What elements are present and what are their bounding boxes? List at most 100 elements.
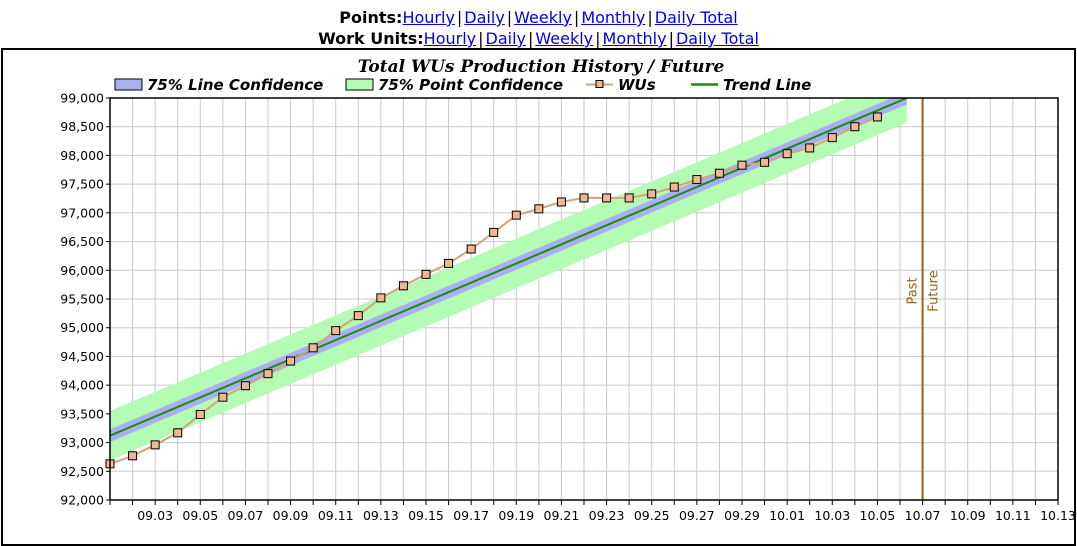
past-label: Past — [906, 277, 921, 304]
wus-point — [308, 343, 318, 353]
separator: | — [668, 29, 674, 48]
future-label: Future — [927, 270, 942, 311]
legend-label: Trend Line — [723, 76, 811, 94]
x-tick-label: 09.13 — [363, 508, 399, 523]
separator: | — [528, 29, 534, 48]
wus-point — [624, 193, 634, 203]
wu-hourly-link[interactable]: Hourly — [423, 29, 477, 48]
y-tick-label: 93,000 — [60, 435, 104, 450]
wus-point — [805, 143, 815, 153]
wus-point — [737, 160, 747, 170]
wu-monthly-link[interactable]: Monthly — [602, 29, 667, 48]
points-label: Points: — [339, 8, 403, 27]
x-tick-label: 09.29 — [724, 508, 760, 523]
x-tick-label: 09.11 — [318, 508, 354, 523]
x-tick-label: 09.07 — [228, 508, 264, 523]
wus-point — [353, 311, 363, 321]
x-tick-label: 09.19 — [498, 508, 534, 523]
points-daily-link[interactable]: Daily — [464, 8, 505, 27]
y-tick-label: 97,500 — [60, 177, 104, 192]
points-daily-total-link[interactable]: Daily Total — [654, 8, 738, 27]
legend-swatch — [345, 78, 374, 91]
wus-point — [173, 428, 183, 438]
wus-point — [534, 204, 544, 214]
x-tick-label: 10.01 — [769, 508, 805, 523]
legend-label: WUs — [618, 76, 656, 94]
points-monthly-link[interactable]: Monthly — [581, 8, 646, 27]
x-tick-label: 10.03 — [814, 508, 850, 523]
line-confidence-band — [110, 98, 907, 442]
x-tick-label: 09.15 — [408, 508, 444, 523]
separator: | — [573, 8, 580, 27]
y-tick-label: 99,000 — [60, 91, 104, 106]
wus-point — [556, 197, 566, 207]
separator: | — [456, 8, 463, 27]
legend-swatch — [114, 78, 143, 91]
wus-point — [376, 293, 386, 303]
y-tick-label: 92,000 — [60, 493, 104, 508]
x-tick-label: 09.09 — [273, 508, 309, 523]
wus-point — [850, 122, 860, 132]
wus-point — [714, 168, 724, 178]
wus-point — [511, 210, 521, 220]
legend-label: 75% Point Confidence — [378, 76, 563, 94]
x-tick-label: 09.05 — [182, 508, 218, 523]
production-chart: Total WUs Production History / Future 75… — [60, 57, 1074, 524]
trend-line — [110, 98, 908, 437]
wu-weekly-link[interactable]: Weekly — [535, 29, 594, 48]
x-tick-label: 10.09 — [950, 508, 986, 523]
wus-point — [421, 269, 431, 279]
wus-point — [218, 392, 228, 402]
wus-point — [331, 326, 341, 336]
points-nav: Points:Hourly | Daily | Weekly | Monthly | Daily… — [0, 7, 1077, 28]
wus-point — [466, 244, 476, 254]
wus-point — [150, 440, 160, 450]
y-tick-label: 95,500 — [60, 292, 104, 307]
wus-point — [692, 175, 702, 185]
separator: | — [595, 29, 601, 48]
separator: | — [647, 8, 653, 27]
wus-point — [827, 133, 837, 143]
x-tick-label: 09.27 — [679, 508, 715, 523]
y-tick-label: 94,500 — [60, 349, 104, 364]
wus-point — [286, 356, 296, 366]
y-tick-label: 98,500 — [60, 119, 104, 134]
x-tick-label: 09.17 — [453, 508, 489, 523]
wus-point — [195, 409, 205, 419]
legend: 75% Line Confidence 75% Point Confidence W… — [114, 76, 811, 94]
work-units-label: Work Units: — [318, 29, 424, 48]
wus-point — [128, 451, 138, 461]
wus-point — [647, 189, 657, 199]
x-tick-label: 10.07 — [905, 508, 941, 523]
y-tick-label: 95,000 — [60, 320, 104, 335]
y-tick-label: 92,500 — [60, 464, 104, 479]
legend-swatch-marker — [595, 80, 604, 88]
y-tick-label: 98,000 — [60, 148, 104, 163]
wus-point — [669, 182, 679, 192]
x-tick-label: 09.03 — [137, 508, 173, 523]
separator: | — [478, 29, 484, 48]
y-tick-label: 96,000 — [60, 263, 104, 278]
wus-point — [782, 149, 792, 159]
chart-title: Total WUs Production History / Future — [358, 57, 725, 77]
wus-point — [872, 112, 882, 122]
work-units-nav: Work Units:Hourly | Daily | Weekly | Monthly | D… — [0, 28, 1077, 49]
wus-point — [579, 193, 589, 203]
wu-daily-total-link[interactable]: Daily Total — [675, 29, 759, 48]
x-tick-label: 10.11 — [995, 508, 1031, 523]
x-tick-label: 09.23 — [589, 508, 625, 523]
wus-point — [444, 258, 454, 268]
wu-daily-link[interactable]: Daily — [485, 29, 526, 48]
y-tick-label: 97,000 — [60, 205, 104, 220]
x-tick-label: 09.21 — [544, 508, 580, 523]
y-tick-label: 93,500 — [60, 406, 104, 421]
points-weekly-link[interactable]: Weekly — [514, 8, 572, 27]
x-tick-label: 09.25 — [634, 508, 670, 523]
wus-point — [263, 369, 273, 379]
chart-frame: Total WUs Production History / Future 75… — [1, 48, 1076, 546]
x-tick-label: 10.05 — [860, 508, 896, 523]
plot-area: Past Future 92,000 92,500 93,000 93,500 94,000… — [60, 91, 1074, 524]
y-tick-label: 96,500 — [60, 234, 104, 249]
points-hourly-link[interactable]: Hourly — [402, 8, 455, 27]
legend-label: 75% Line Confidence — [147, 76, 323, 94]
